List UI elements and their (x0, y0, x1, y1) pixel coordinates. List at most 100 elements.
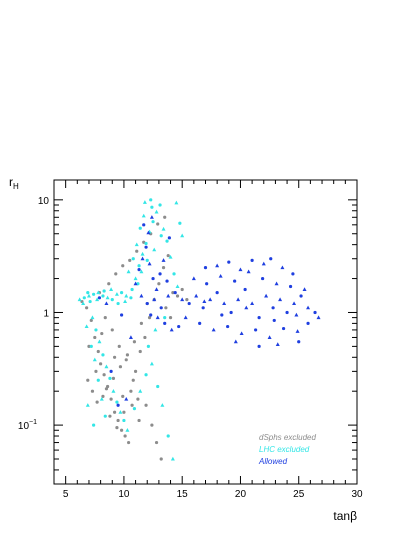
point-dsphs-excluded (128, 258, 132, 262)
point-allowed (173, 291, 177, 295)
point-dsphs-excluded (180, 287, 184, 292)
point-allowed (166, 293, 171, 298)
point-allowed (257, 344, 261, 348)
point-lhc-excluded (154, 209, 159, 214)
point-dsphs-excluded (95, 400, 99, 404)
point-lhc-excluded (85, 403, 90, 407)
point-allowed (233, 279, 237, 283)
point-dsphs-excluded (124, 358, 128, 362)
point-allowed (280, 265, 285, 270)
point-lhc-excluded (165, 239, 169, 243)
point-allowed (144, 245, 148, 249)
point-allowed (142, 223, 146, 227)
point-allowed (198, 321, 202, 325)
point-lhc-excluded (104, 364, 109, 369)
point-allowed (211, 327, 216, 332)
y-tick-label: 10−1 (18, 419, 37, 432)
x-axis-label: tanβ (333, 509, 357, 523)
point-lhc-excluded (161, 226, 166, 231)
point-dsphs-excluded (144, 403, 148, 407)
point-lhc-excluded (152, 247, 157, 252)
point-allowed (215, 263, 220, 268)
point-dsphs-excluded (110, 328, 114, 332)
x-tick-label: 30 (351, 489, 363, 500)
point-allowed (229, 310, 233, 315)
point-allowed (187, 301, 191, 306)
point-lhc-excluded (131, 257, 135, 261)
point-dsphs-excluded (111, 376, 116, 380)
x-tick-label: 15 (177, 489, 189, 500)
point-lhc-excluded (96, 290, 101, 295)
point-lhc-excluded (116, 301, 120, 306)
point-dsphs-excluded (132, 340, 137, 344)
point-dsphs-excluded (159, 457, 163, 461)
point-dsphs-excluded (108, 414, 112, 418)
point-lhc-excluded (92, 357, 97, 362)
point-allowed (180, 297, 185, 302)
point-allowed (151, 276, 155, 281)
point-allowed (288, 284, 293, 289)
point-allowed (278, 297, 283, 302)
point-dsphs-excluded (125, 353, 130, 357)
point-allowed (306, 305, 311, 310)
point-allowed (119, 313, 124, 317)
point-dsphs-excluded (118, 365, 123, 369)
point-allowed (154, 287, 159, 291)
point-dsphs-excluded (107, 282, 111, 286)
point-allowed (285, 310, 289, 315)
point-allowed (161, 258, 166, 262)
point-allowed (194, 293, 199, 298)
point-dsphs-excluded (143, 335, 147, 340)
point-lhc-excluded (126, 269, 131, 274)
point-lhc-excluded (97, 339, 102, 344)
point-lhc-excluded (122, 418, 126, 423)
point-lhc-excluded (158, 203, 162, 207)
point-allowed (267, 335, 272, 339)
point-dsphs-excluded (96, 349, 100, 354)
point-allowed (274, 281, 279, 286)
point-lhc-excluded (170, 456, 175, 461)
y-axis-label-main: r (9, 175, 13, 189)
point-allowed (215, 291, 219, 295)
point-lhc-excluded (118, 410, 123, 414)
point-dsphs-excluded (150, 423, 154, 427)
point-lhc-excluded (140, 251, 145, 256)
point-lhc-excluded (174, 200, 179, 205)
point-dsphs-excluded (137, 418, 141, 423)
point-allowed (177, 324, 181, 329)
point-allowed (257, 316, 261, 320)
data-points (77, 198, 321, 461)
point-dsphs-excluded (168, 316, 173, 320)
point-allowed (254, 328, 258, 332)
point-lhc-excluded (123, 299, 128, 304)
point-lhc-excluded (144, 241, 148, 246)
point-lhc-excluded (81, 301, 86, 306)
point-lhc-excluded (130, 287, 134, 292)
point-allowed (238, 267, 243, 272)
point-dsphs-excluded (175, 294, 180, 298)
point-lhc-excluded (159, 234, 163, 238)
point-allowed (243, 287, 247, 292)
point-allowed (104, 301, 109, 306)
x-tick-label: 5 (63, 489, 69, 500)
point-allowed (163, 321, 167, 325)
point-dsphs-excluded (121, 394, 125, 398)
point-lhc-excluded (129, 296, 133, 300)
point-lhc-excluded (168, 254, 173, 259)
point-allowed (275, 342, 280, 346)
point-lhc-excluded (145, 258, 149, 262)
point-allowed (292, 301, 297, 306)
x-axis: 5 10 15 20 25 30 (53, 180, 363, 500)
point-allowed (97, 296, 102, 300)
point-allowed (226, 324, 230, 329)
point-lhc-excluded (114, 292, 119, 296)
point-dsphs-excluded (139, 321, 144, 325)
point-dsphs-excluded (154, 440, 159, 445)
point-lhc-excluded (137, 264, 141, 268)
point-dsphs-excluded (116, 418, 120, 423)
point-dsphs-excluded (89, 318, 93, 323)
y-tick-label: 1 (43, 308, 49, 319)
point-lhc-excluded (103, 414, 107, 418)
point-allowed (137, 268, 141, 272)
point-allowed (281, 326, 286, 331)
